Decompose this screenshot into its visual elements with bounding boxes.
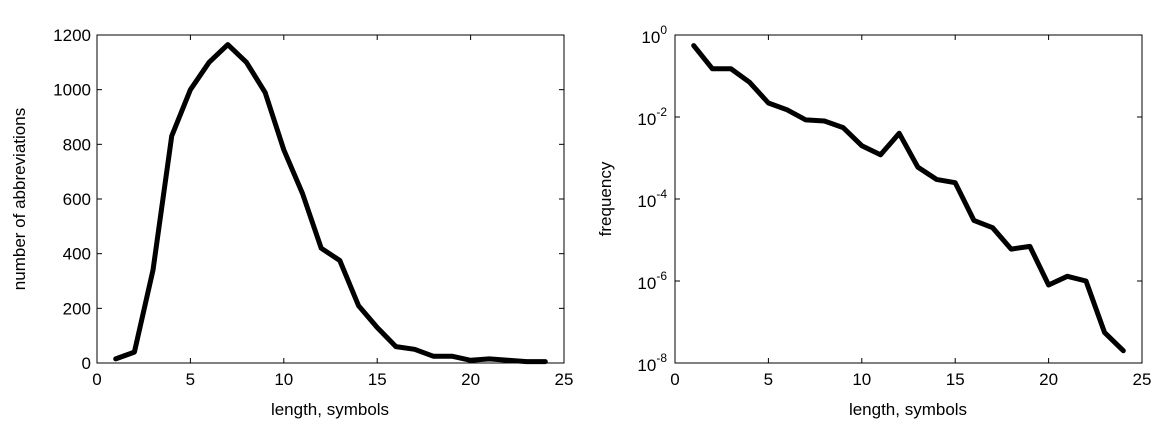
left-tick-marks (96, 34, 565, 364)
right-tick-marks (674, 34, 1143, 364)
x-tick-label: 25 (1133, 370, 1152, 389)
left-x-axis-label: length, symbols (271, 400, 389, 419)
y-tick-label: 400 (63, 245, 91, 264)
x-tick-label: 10 (852, 370, 871, 389)
y-tick-base: 10 (641, 28, 660, 47)
right-y-axis-label: frequency (596, 161, 615, 236)
y-tick-base: 10 (637, 192, 656, 211)
y-tick-label: 10-4 (637, 187, 667, 211)
right-x-axis-label: length, symbols (849, 400, 967, 419)
left-chart: 0 5 10 15 20 25 0 200 400 600 800 1000 1200 length,… (10, 26, 573, 419)
right-series-line (691, 43, 1126, 354)
x-tick-label: 20 (461, 370, 480, 389)
y-tick-label: 100 (641, 23, 667, 47)
y-tick-label: 10-2 (637, 105, 667, 129)
y-tick-exponent: -8 (656, 351, 667, 365)
left-x-tick-labels: 0 5 10 15 20 25 (92, 370, 573, 389)
right-plot-frame (674, 34, 1143, 364)
y-tick-label: 800 (63, 135, 91, 154)
y-tick-exponent: -6 (656, 269, 667, 283)
y-tick-label: 1000 (53, 81, 91, 100)
y-tick-label: 0 (82, 354, 91, 373)
y-tick-label: 10-6 (637, 269, 667, 293)
left-plot-frame (96, 34, 565, 364)
x-tick-label: 15 (368, 370, 387, 389)
left-y-axis-label: number of abbreviations (10, 108, 29, 290)
y-tick-exponent: -2 (656, 105, 667, 119)
x-tick-label: 10 (274, 370, 293, 389)
x-tick-label: 0 (670, 370, 679, 389)
y-tick-base: 10 (637, 110, 656, 129)
y-tick-label: 200 (63, 299, 91, 318)
left-series-line (113, 42, 548, 365)
y-tick-base: 10 (637, 274, 656, 293)
y-tick-label: 1200 (53, 26, 91, 45)
y-tick-exponent: -4 (656, 187, 667, 201)
x-tick-label: 15 (946, 370, 965, 389)
x-tick-label: 0 (92, 370, 101, 389)
y-tick-exponent: 0 (660, 23, 667, 37)
y-tick-label: 600 (63, 190, 91, 209)
y-tick-base: 10 (637, 356, 656, 375)
x-tick-label: 25 (555, 370, 574, 389)
x-tick-label: 5 (764, 370, 773, 389)
x-tick-label: 20 (1039, 370, 1058, 389)
right-x-tick-labels: 0 5 10 15 20 25 (670, 370, 1151, 389)
x-tick-label: 5 (186, 370, 195, 389)
left-y-tick-labels: 0 200 400 600 800 1000 1200 (53, 26, 91, 373)
y-tick-label: 10-8 (637, 351, 667, 375)
